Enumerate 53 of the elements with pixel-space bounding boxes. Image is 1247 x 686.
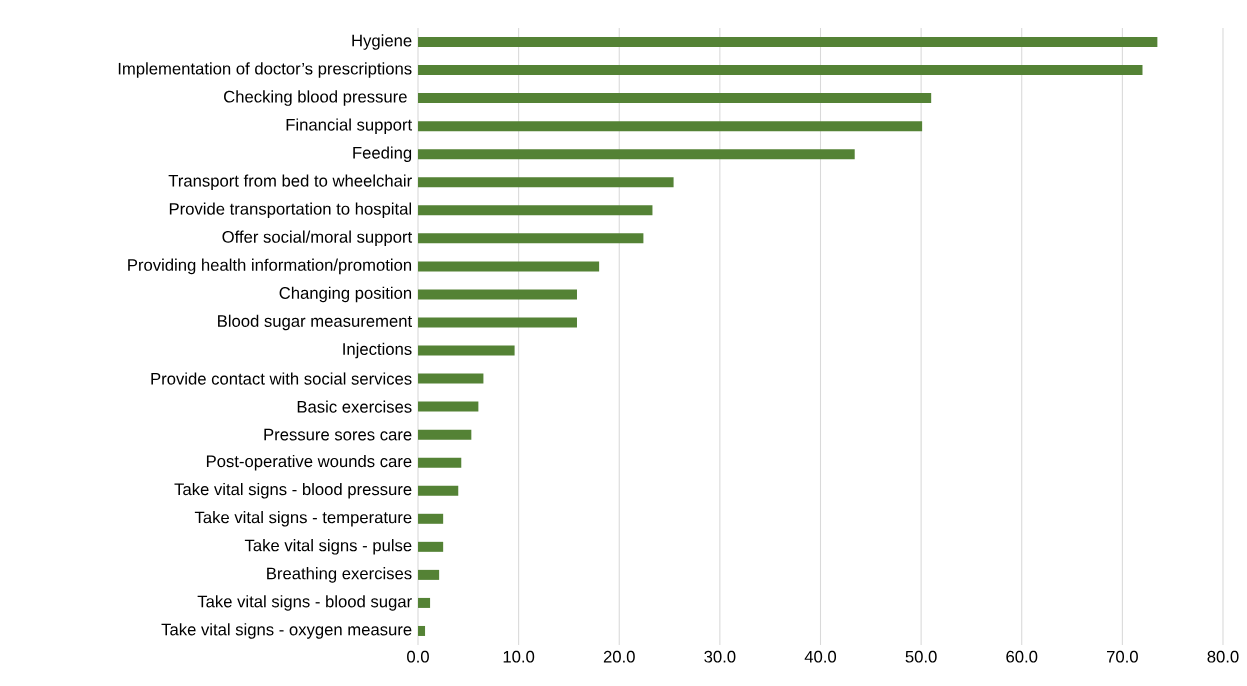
y-tick-label: Implementation of doctor’s prescriptions — [118, 62, 412, 78]
y-tick-label: Blood sugar measurement — [218, 314, 413, 331]
bar — [418, 569, 440, 580]
x-tick-label: 0.0 — [407, 650, 429, 663]
x-tick-label: 30.0 — [704, 650, 736, 663]
y-tick-label: Take vital signs - blood pressure — [174, 482, 412, 499]
bar — [418, 597, 431, 608]
x-tick-label: 40.0 — [804, 650, 837, 663]
y-tick-label: Checking blood pressure — [224, 90, 407, 106]
y-tick-label: Transport from bed to wheelchair — [168, 174, 412, 191]
y-tick-label: Providing health information/promotion — [128, 258, 412, 275]
bar — [418, 177, 674, 188]
y-tick-label: Provide transportation to hospital — [169, 202, 412, 219]
bar — [418, 233, 644, 244]
x-tick-label: 50.0 — [905, 650, 937, 663]
y-tick-label: Basic exercises — [297, 400, 412, 413]
bar — [418, 457, 462, 468]
bar — [418, 289, 577, 300]
bar — [418, 205, 653, 216]
bar — [418, 121, 923, 132]
bar — [418, 149, 855, 160]
x-tick-label: 60.0 — [1006, 650, 1038, 663]
x-tick-label: 80.0 — [1207, 650, 1239, 663]
y-tick-label: Offer social/moral support — [222, 230, 413, 247]
y-tick-label: Hygiene — [352, 34, 412, 50]
bar — [418, 317, 577, 328]
bar — [418, 373, 484, 384]
y-tick-label: Take vital signs - pulse — [244, 539, 412, 555]
bar — [418, 261, 600, 272]
bar — [418, 37, 1158, 48]
y-tick-label: Financial support — [286, 118, 413, 134]
y-tick-label: Breathing exercises — [267, 567, 412, 583]
y-tick-label: Take vital signs - oxygen measure — [161, 623, 412, 639]
bar — [418, 401, 479, 412]
x-tick-label: 20.0 — [603, 650, 635, 663]
bar — [418, 65, 1143, 76]
bar — [418, 625, 426, 636]
bar — [418, 93, 932, 104]
y-tick-label: Changing position — [279, 286, 412, 303]
y-tick-label: Post-operative wounds care — [206, 454, 412, 471]
y-tick-label: Feeding — [353, 146, 412, 162]
bar — [418, 429, 472, 440]
y-tick-label: Injections — [343, 342, 412, 359]
bar — [418, 485, 459, 496]
y-tick-label: Take vital signs - temperature — [194, 511, 412, 527]
x-tick-label: 10.0 — [503, 650, 535, 663]
bar — [418, 513, 444, 524]
y-tick-label: Provide contact with social services — [151, 372, 412, 385]
bar — [418, 345, 515, 356]
y-tick-label: Pressure sores care — [264, 428, 412, 441]
x-tick-label: 70.0 — [1107, 650, 1138, 663]
y-tick-label: Take vital signs - blood sugar — [197, 595, 412, 611]
bar — [418, 541, 444, 552]
